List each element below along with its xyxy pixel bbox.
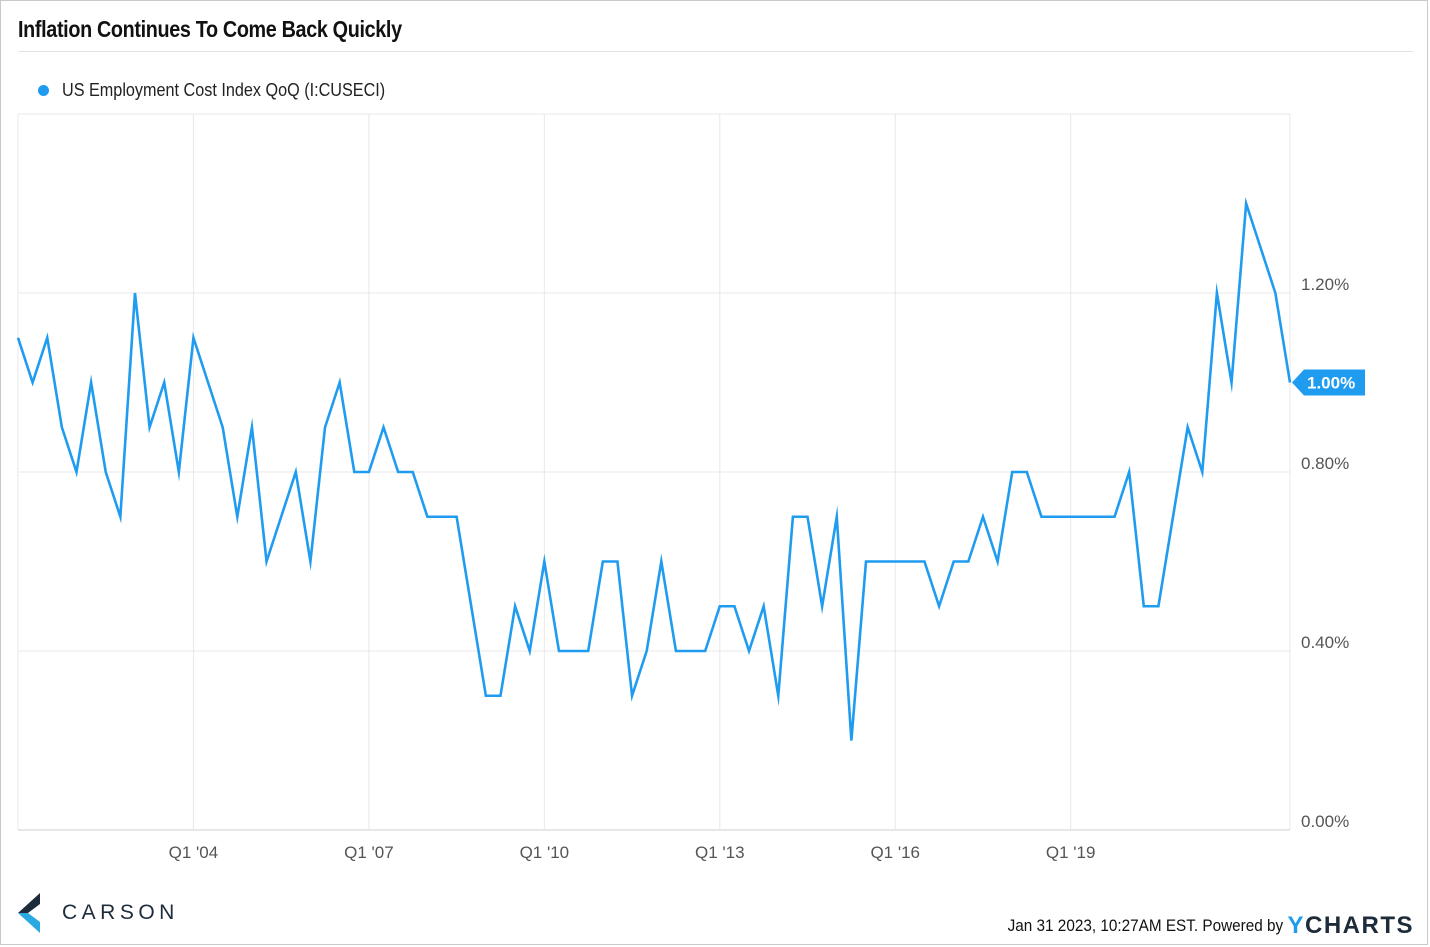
x-tick-label: Q1 '19 bbox=[1046, 843, 1096, 862]
x-tick-label: Q1 '04 bbox=[169, 843, 219, 862]
y-tick-label: 0.40% bbox=[1301, 633, 1349, 652]
ycharts-logo[interactable]: YCHARTS bbox=[1287, 912, 1414, 940]
x-tick-label: Q1 '16 bbox=[870, 843, 920, 862]
timestamp: Jan 31 2023, 10:27AM EST. Powered by bbox=[1007, 916, 1284, 935]
series-line bbox=[16, 196, 1292, 741]
last-value-label: 1.00% bbox=[1307, 374, 1355, 393]
chart-title: Inflation Continues To Come Back Quickly bbox=[18, 16, 402, 42]
carson-chevron-icon bbox=[18, 893, 40, 933]
attribution: Jan 31 2023, 10:27AM EST. Powered by YCH… bbox=[977, 912, 1414, 940]
ycharts-logo-text: CHARTS bbox=[1305, 912, 1414, 939]
last-value-badge bbox=[1292, 369, 1365, 396]
legend-series-marker bbox=[38, 85, 49, 96]
legend[interactable]: US Employment Cost Index QoQ (I:CUSECI) bbox=[38, 80, 421, 101]
carson-logo: CARSON bbox=[18, 893, 179, 933]
legend-series-label: US Employment Cost Index QoQ (I:CUSECI) bbox=[62, 80, 386, 100]
y-tick-label: 0.00% bbox=[1301, 812, 1349, 831]
x-tick-label: Q1 '07 bbox=[344, 843, 394, 862]
x-tick-label: Q1 '10 bbox=[520, 843, 570, 862]
x-tick-label: Q1 '13 bbox=[695, 843, 745, 862]
title-divider bbox=[18, 51, 1413, 52]
brand-name: CARSON bbox=[62, 901, 179, 924]
y-tick-label: 1.20% bbox=[1301, 275, 1349, 294]
ycharts-logo-y: Y bbox=[1287, 912, 1305, 939]
y-tick-label: 0.80% bbox=[1301, 454, 1349, 473]
